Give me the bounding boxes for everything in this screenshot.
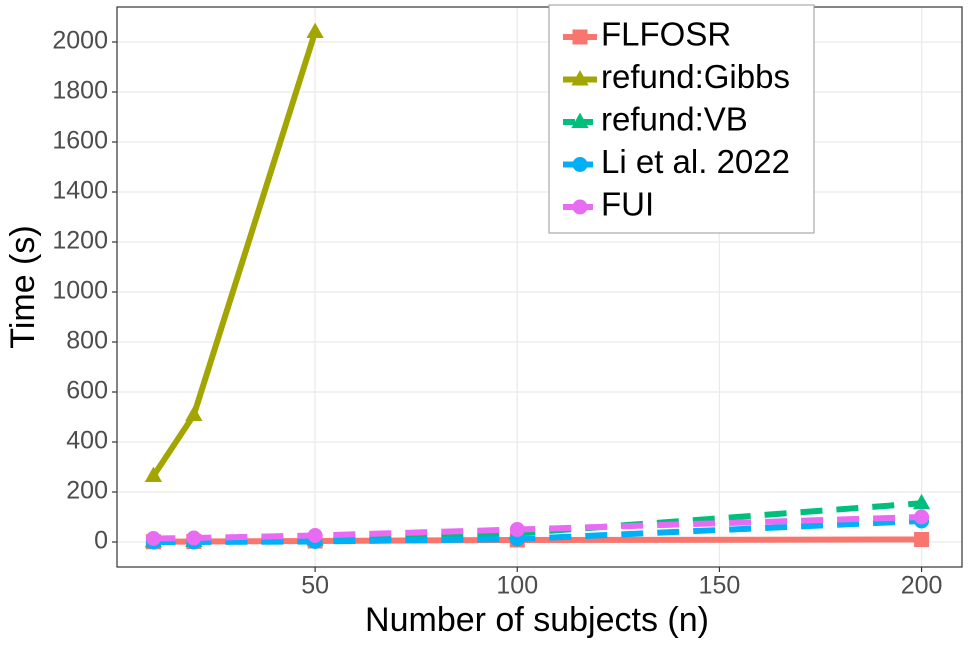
- y-tick-label: 1200: [52, 227, 108, 255]
- y-tick-label: 400: [66, 427, 108, 455]
- panel-border: [116, 6, 963, 568]
- grid: [117, 7, 962, 567]
- y-tick-label: 800: [66, 327, 108, 355]
- legend-marker: [571, 70, 589, 86]
- legend: FLFOSR refund:Gibbs refund:VB Li et al. 202…: [548, 4, 815, 234]
- point: [186, 530, 202, 546]
- legend-marker: [571, 112, 589, 128]
- point: [185, 405, 203, 421]
- point: [307, 528, 323, 543]
- series-lines: [144, 22, 931, 550]
- x-axis-title: Number of subjects (n): [365, 601, 709, 639]
- legend-marker: [572, 157, 588, 172]
- y-tick-label: 200: [66, 477, 108, 505]
- point: [144, 466, 163, 482]
- legend-box: [548, 4, 815, 234]
- x-tick-label: 150: [699, 572, 741, 600]
- point: [914, 532, 930, 547]
- x-tick-label: 200: [901, 572, 943, 600]
- legend-label: FLFOSR: [601, 16, 731, 53]
- legend-marker: [572, 29, 588, 45]
- y-tick-label: 1400: [52, 177, 108, 205]
- point: [914, 509, 930, 525]
- legend-label: Li et al. 2022: [601, 143, 790, 180]
- y-tick-label: 600: [66, 377, 108, 405]
- y-tick-label: 0: [94, 527, 108, 555]
- legend-label: refund:VB: [601, 101, 748, 138]
- y-tick-label: 2000: [52, 27, 108, 55]
- x-tick-label: 50: [301, 572, 329, 600]
- point: [145, 531, 161, 546]
- plot-panel: [117, 7, 962, 567]
- legend-marker: [572, 199, 588, 215]
- y-axis-title: Time (s): [4, 225, 42, 348]
- y-tick-label: 1800: [52, 77, 108, 105]
- legend-label: FUI: [601, 186, 654, 223]
- point: [306, 22, 324, 38]
- legend-label: refund:Gibbs: [601, 58, 790, 95]
- y-tick-label: 1600: [52, 127, 108, 155]
- y-tick-label: 1000: [52, 277, 108, 305]
- point: [912, 493, 931, 510]
- point: [509, 522, 525, 537]
- x-tick-label: 100: [496, 572, 538, 600]
